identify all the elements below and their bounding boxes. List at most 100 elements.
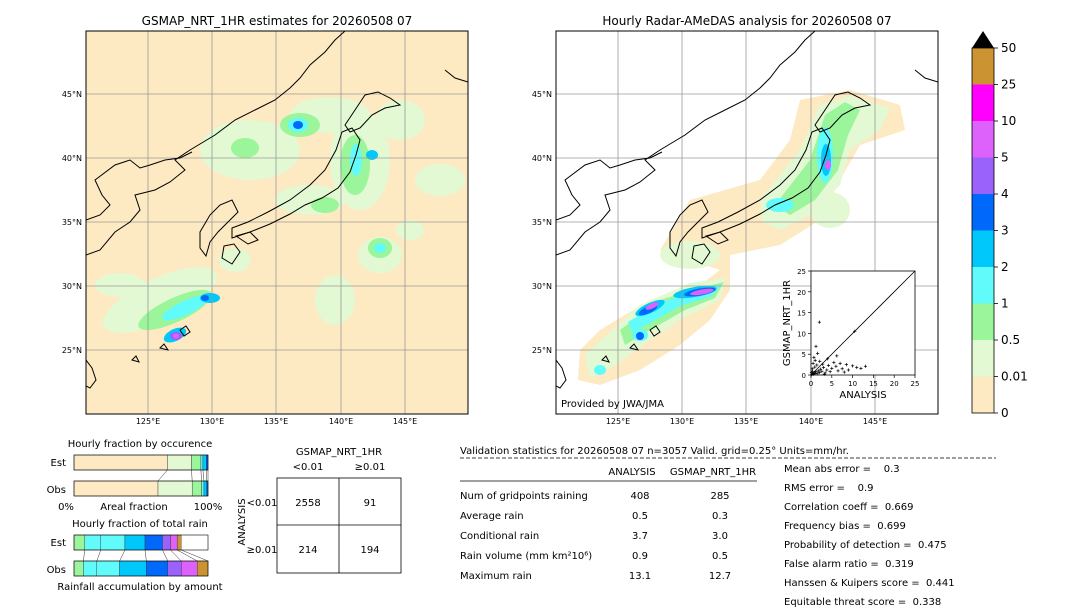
lat-tick-label: 25°N [532, 346, 552, 355]
bar-connector [203, 470, 204, 481]
scatter-ylabel: GSMAP_NRT_1HR [782, 280, 793, 366]
bar-segment [167, 455, 191, 470]
lon-tick-label: 130°E [200, 417, 224, 426]
bar-segment [168, 561, 181, 576]
lon-tick-label: 140°E [329, 417, 353, 426]
lon-tick-label: 145°E [863, 417, 887, 426]
occurrence-xlabel: Areal fraction [100, 502, 167, 513]
validation-row-label: Average rain [460, 511, 524, 522]
contingency-col-ge: ≥0.01 [355, 462, 386, 473]
colorbar-segment [972, 377, 994, 414]
colorbar-segment [972, 340, 994, 377]
validation-row-label: Num of gridpoints raining [460, 491, 588, 502]
validation-row-label: Maximum rain [460, 571, 532, 582]
colorbar-label: 0.5 [1001, 333, 1020, 347]
colorbar-segment [972, 158, 994, 195]
scatter-xtick-label: 0 [809, 380, 813, 388]
bar-segment [120, 561, 147, 576]
validation-stats: Validation statistics for 20260508 07 n=… [460, 446, 996, 608]
validation-row: Conditional rain 3.7 3.0 [460, 531, 728, 542]
scatter-ytick-label: 0 [802, 372, 806, 380]
lon-tick-label: 125°E [606, 417, 630, 426]
scatter-ytick-label: 10 [797, 330, 806, 338]
colorbar-label: 1 [1001, 297, 1009, 311]
contingency-cell-hit: 194 [360, 545, 379, 556]
rain-fraction-title: Hourly fraction of total rain [72, 519, 208, 530]
rain-fraction-est-label: Est [51, 538, 67, 549]
rain-fraction-obs-label: Obs [47, 565, 66, 576]
validation-row-analysis: 408 [630, 491, 649, 502]
colorbar-label: 5 [1001, 151, 1009, 165]
bar-segment [85, 535, 101, 550]
scatter-ytick-label: 5 [802, 351, 806, 359]
lat-tick-label: 35°N [62, 218, 82, 227]
lon-tick-label: 135°E [734, 417, 758, 426]
contingency-row-ge: ≥0.01 [247, 545, 278, 556]
bar-segment [125, 535, 145, 550]
scatter-xtick-label: 10 [848, 380, 857, 388]
validation-row-gsmap: 3.0 [712, 531, 728, 542]
occurrence-obs-label: Obs [47, 485, 66, 496]
scatter-xlabel: ANALYSIS [839, 390, 886, 401]
colorbar-extend-arrow [972, 31, 994, 48]
bar-connector [158, 470, 167, 481]
bar-connector [120, 550, 125, 561]
occurrence-title: Hourly fraction by occurence [68, 439, 212, 450]
colorbar-label: 50 [1001, 41, 1016, 55]
lon-tick-label: 140°E [799, 417, 823, 426]
lat-tick-label: 35°N [532, 218, 552, 227]
contingency-col-lt: <0.01 [293, 462, 324, 473]
occurrence-tick-0: 0% [58, 502, 74, 513]
lon-tick-label: 130°E [670, 417, 694, 426]
bar-segment [181, 561, 197, 576]
validation-row-gsmap: 285 [710, 491, 729, 502]
colorbar-segments [972, 48, 994, 413]
colorbar-label: 10 [1001, 114, 1016, 128]
contingency-cell-miss: 214 [298, 545, 317, 556]
validation-row: Num of gridpoints raining 408 285 [460, 491, 730, 502]
validation-score: Probability of detection = 0.475 [784, 540, 947, 551]
bar-segment [204, 481, 207, 496]
validation-col-gsmap: GSMAP_NRT_1HR [670, 467, 756, 478]
colorbar-label: 0.01 [1001, 370, 1028, 384]
contingency-row-lt: <0.01 [247, 498, 278, 509]
colorbar-segment [972, 267, 994, 304]
occurrence-bars [74, 455, 208, 496]
colorbar-label: 25 [1001, 78, 1016, 92]
validation-rows: Num of gridpoints raining 408 285 Average r… [460, 491, 731, 582]
contingency-cell-hit-null: 2558 [295, 498, 320, 509]
bar-segment [74, 455, 167, 470]
occurrence-tick-100: 100% [194, 502, 223, 513]
scatter-xtick-label: 15 [869, 380, 878, 388]
validation-row-analysis: 3.7 [632, 531, 648, 542]
bar-segment [74, 481, 158, 496]
colorbar-label: 4 [1001, 187, 1009, 201]
colorbar-segment [972, 48, 994, 85]
validation-score: Frequency bias = 0.699 [784, 521, 906, 532]
bar-segment [192, 455, 201, 470]
validation-row-label: Rain volume (mm km²10⁶) [460, 551, 592, 562]
validation-row-analysis: 13.1 [629, 571, 651, 582]
lat-tick-label: 40°N [62, 154, 82, 163]
contingency-table: GSMAP_NRT_1HR <0.01 ≥0.01 ANALYSIS <0.01… [237, 447, 401, 573]
lat-tick-label: 45°N [62, 90, 82, 99]
colorbar-label: 2 [1001, 260, 1009, 274]
bar-segment [202, 481, 204, 496]
colorbar-segment [972, 194, 994, 231]
validation-score: Hanssen & Kuipers score = 0.441 [784, 578, 955, 589]
validation-row-analysis: 0.9 [632, 551, 648, 562]
colorbar-segment [972, 304, 994, 341]
scatter-xtick-label: 5 [830, 380, 834, 388]
bar-segment [177, 535, 181, 550]
bar-segment [101, 535, 125, 550]
bar-segment [158, 481, 192, 496]
validation-col-analysis: ANALYSIS [608, 467, 655, 478]
validation-header: Validation statistics for 20260508 07 n=… [460, 446, 849, 457]
bar-segment [192, 481, 201, 496]
colorbar-label: 3 [1001, 224, 1009, 238]
scatter-xtick-label: 25 [911, 380, 920, 388]
validation-row-label: Conditional rain [460, 531, 539, 542]
